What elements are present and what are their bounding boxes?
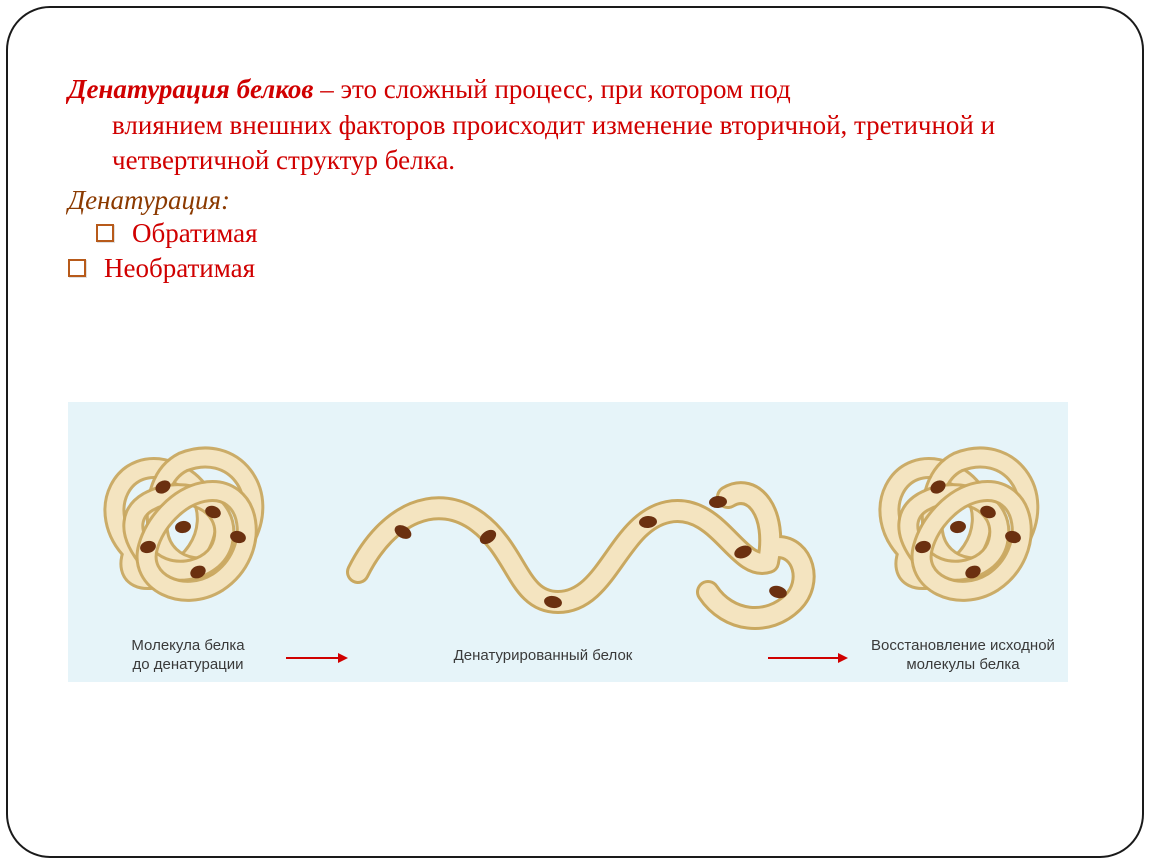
- bullet-icon: [68, 259, 86, 277]
- diagram-caption: Денатурированный белок: [428, 647, 658, 666]
- caption-line: Денатурированный белок: [428, 647, 658, 666]
- caption-line: Молекула белка: [103, 637, 273, 656]
- bullet-item-2: Необратимая: [68, 253, 1082, 284]
- bullet-label: Обратимая: [132, 218, 258, 249]
- bullet-list: Обратимая Необратимая: [68, 218, 1082, 284]
- definition-rest: влиянием внешних факторов происходит изм…: [68, 108, 1082, 179]
- bullet-icon: [96, 224, 114, 242]
- diagram-caption: Восстановление исходноймолекулы белка: [858, 637, 1068, 675]
- subheading: Денатурация:: [68, 185, 1082, 216]
- protein-diagram: Молекула белкадо денатурации Денатурирова…: [68, 402, 1068, 682]
- slide-content: Денатурация белков – это сложный процесс…: [68, 72, 1082, 682]
- arrow-icon: [286, 652, 350, 654]
- definition-paragraph: Денатурация белков – это сложный процесс…: [68, 72, 1082, 179]
- arrow-icon: [768, 652, 850, 654]
- caption-line: Восстановление исходной: [858, 637, 1068, 656]
- diagram-container: Молекула белкадо денатурации Денатурирова…: [68, 402, 1068, 682]
- definition-first-line: – это сложный процесс, при котором под: [313, 74, 790, 104]
- slide-frame: Денатурация белков – это сложный процесс…: [6, 6, 1144, 858]
- term: Денатурация белков: [68, 74, 313, 104]
- bullet-label: Необратимая: [104, 253, 255, 284]
- caption-line: до денатурации: [103, 656, 273, 675]
- diagram-caption: Молекула белкадо денатурации: [103, 637, 273, 675]
- bullet-item-1: Обратимая: [68, 218, 1082, 249]
- caption-line: молекулы белка: [858, 656, 1068, 675]
